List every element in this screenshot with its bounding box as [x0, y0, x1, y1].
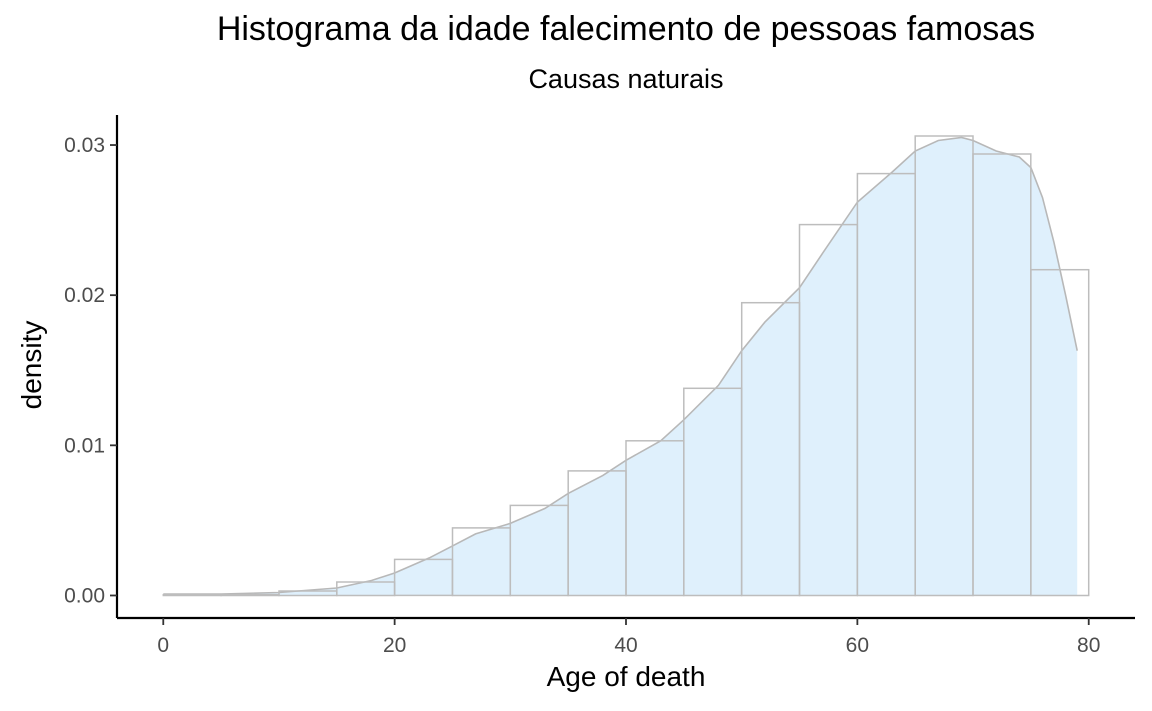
y-tick-label: 0.03: [64, 134, 105, 157]
x-tick-label: 80: [1077, 634, 1100, 657]
x-tick-label: 60: [846, 634, 869, 657]
x-tick-label: 0: [157, 634, 169, 657]
chart-subtitle: Causas naturais: [528, 64, 724, 94]
axes-layer: 0.00 0.01 0.02 0.03 0 20 40 60 80: [64, 115, 1135, 657]
density-layer: [163, 136, 1078, 596]
chart-title: Histograma da idade falecimento de pesso…: [216, 10, 1036, 48]
y-tick-label: 0.00: [64, 584, 105, 607]
x-tick-label: 20: [383, 634, 406, 657]
histogram-bar: [162, 593, 222, 597]
bars-layer: [162, 135, 1090, 597]
density-area: [163, 137, 1078, 596]
y-tick-label: 0.02: [64, 284, 105, 307]
histogram-bar: [1030, 268, 1090, 597]
y-tick-label: 0.01: [64, 434, 105, 457]
x-axis-label: Age of death: [546, 661, 706, 692]
x-tick-label: 40: [614, 634, 637, 657]
histogram-bar: [220, 593, 280, 597]
y-axis-label: density: [16, 320, 47, 410]
